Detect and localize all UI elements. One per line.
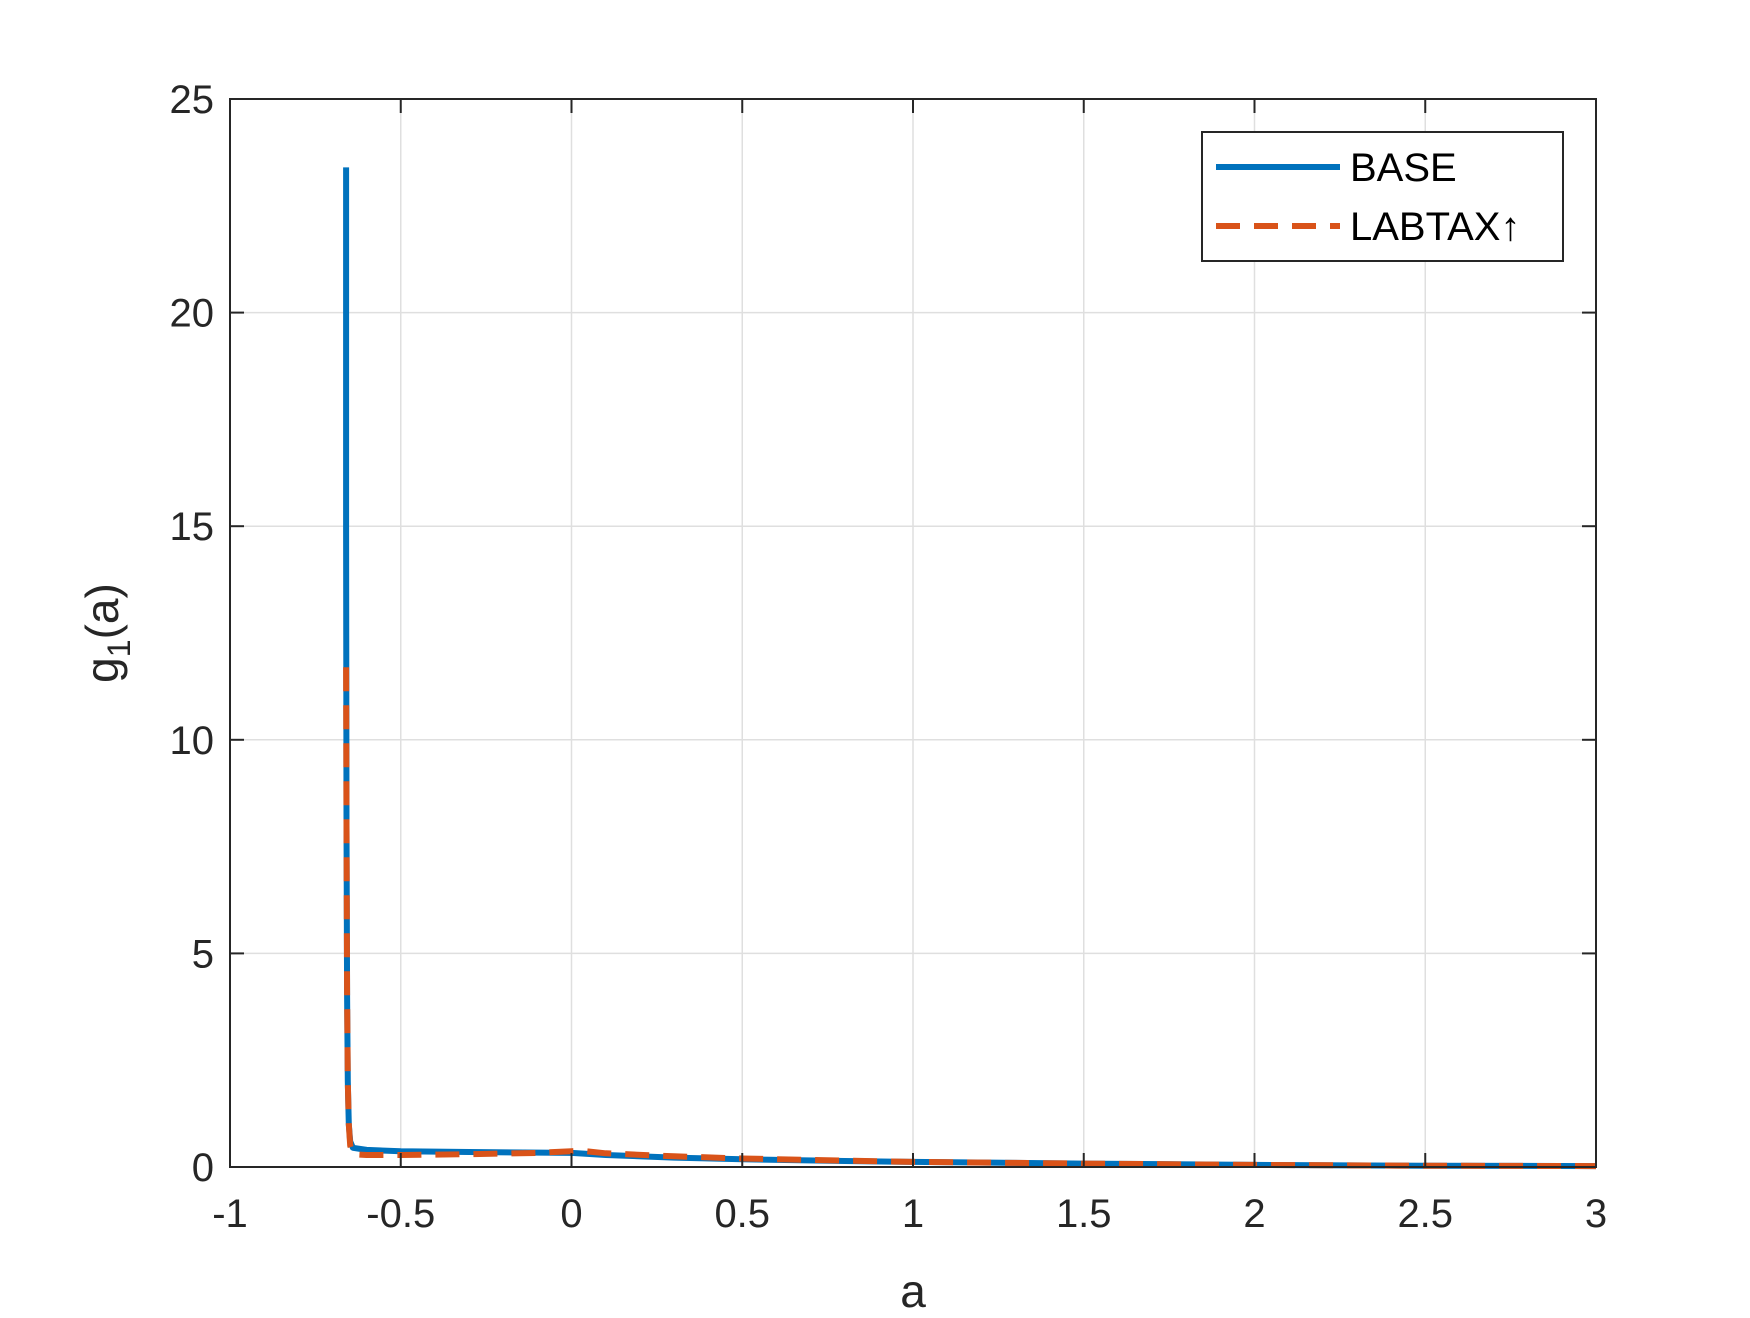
x-tick-label: 1.5 <box>1056 1192 1112 1236</box>
y-axis-label: g1(a) <box>76 583 137 683</box>
y-tick-label: 25 <box>170 78 215 122</box>
series-lines <box>343 167 1597 1170</box>
y-axis-label-base: g <box>76 657 128 683</box>
y-tick-label: 0 <box>192 1146 214 1190</box>
x-tick-label: 1 <box>902 1192 924 1236</box>
x-tick-label: -0.5 <box>366 1192 435 1236</box>
x-tick-labels: -1 -0.5 0 0.5 1 1.5 2 2.5 3 <box>212 1192 1607 1236</box>
y-tick-label: 20 <box>170 292 215 336</box>
tick-marks <box>229 98 1597 1168</box>
legend-label-labtax: LABTAX↑ <box>1350 205 1520 249</box>
legend-label-base: BASE <box>1350 146 1457 190</box>
x-tick-label: 2 <box>1243 1192 1265 1236</box>
grid-lines <box>229 98 1597 1168</box>
x-tick-label: 3 <box>1585 1192 1607 1236</box>
legend-box <box>1201 131 1564 262</box>
x-axis-label: a <box>900 1265 926 1313</box>
y-axis-label-subscript: 1 <box>101 639 137 657</box>
y-tick-label: 15 <box>170 505 215 549</box>
x-tick-label: 0 <box>560 1192 582 1236</box>
y-tick-label: 10 <box>170 719 215 763</box>
legend: BASE LABTAX↑ <box>1201 131 1564 262</box>
y-axis-label-suffix: (a) <box>76 583 128 639</box>
series-line-labtax <box>343 667 1597 1170</box>
x-tick-label: 2.5 <box>1397 1192 1453 1236</box>
x-tick-label: -1 <box>212 1192 248 1236</box>
x-tick-label: 0.5 <box>714 1192 770 1236</box>
y-tick-label: 5 <box>192 932 214 976</box>
y-tick-labels: 0 5 10 15 20 25 <box>170 78 215 1190</box>
